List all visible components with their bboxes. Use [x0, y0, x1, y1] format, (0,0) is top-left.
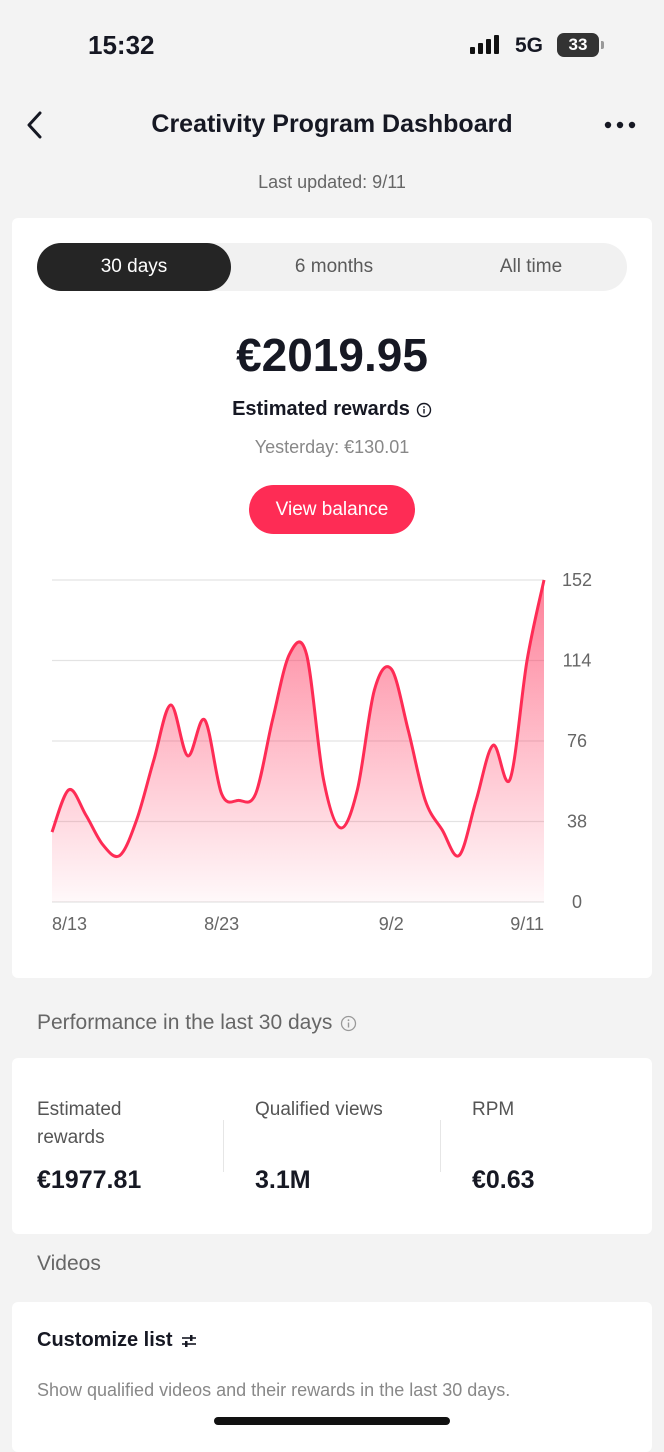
customize-list[interactable]: Customize list: [37, 1329, 173, 1351]
videos-title: Videos: [37, 1252, 101, 1275]
divider: [223, 1120, 224, 1172]
battery: 33: [557, 33, 599, 57]
signal-icon: [470, 35, 499, 54]
yesterday: Yesterday: €130.01: [254, 437, 410, 457]
stat-label: RPM: [472, 1099, 515, 1120]
battery-tip: [601, 41, 604, 49]
performance-heading: Performance in the last 30 days: [37, 1011, 357, 1035]
performance-title: Performance in the last 30 days: [37, 1011, 333, 1034]
videos-description: Show qualified videos and their rewards …: [37, 1380, 511, 1400]
network: 5G: [515, 34, 544, 57]
page-title: Creativity Program Dashboard: [151, 110, 513, 138]
reward-amount: €2019.95: [236, 329, 428, 381]
videos-card: [12, 1302, 652, 1452]
tab[interactable]: 30 days: [37, 243, 231, 291]
reward-label: Estimated rewards: [232, 398, 410, 420]
reward-label-row: Estimated rewards: [0, 398, 664, 421]
filter-icon: [181, 1334, 196, 1347]
info-icon[interactable]: [340, 1015, 357, 1032]
tab[interactable]: 6 months: [294, 256, 374, 277]
stat-value: €1977.81: [37, 1166, 142, 1194]
tab[interactable]: All time: [499, 256, 563, 277]
home-indicator: [214, 1417, 450, 1425]
back-button[interactable]: [24, 110, 46, 140]
customize-row[interactable]: Customize list: [37, 1329, 197, 1352]
stat-value: 3.1M: [255, 1166, 311, 1194]
divider: [440, 1120, 441, 1172]
stat-label: Qualified views: [255, 1099, 383, 1120]
more-button[interactable]: [604, 118, 638, 132]
info-icon[interactable]: [416, 402, 432, 418]
last-updated: Last updated: 9/11: [258, 172, 406, 192]
stat-value: €0.63: [472, 1166, 535, 1194]
status-time: 15:32: [88, 30, 155, 60]
performance-card: [12, 1058, 652, 1234]
view-balance-button[interactable]: View balance: [249, 485, 415, 534]
stat-label: Estimated rewards: [37, 1099, 122, 1148]
